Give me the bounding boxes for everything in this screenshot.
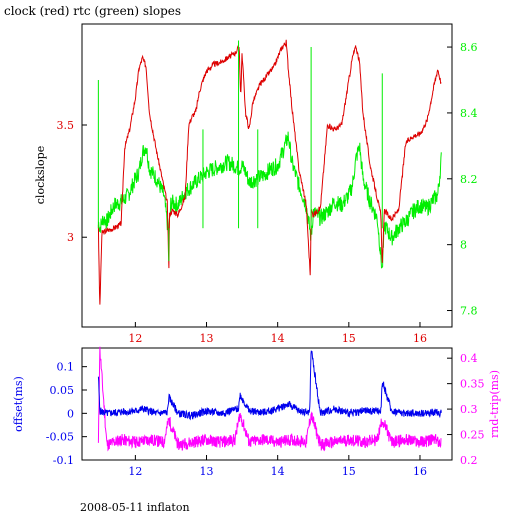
clock-slope-series <box>97 39 442 305</box>
bottom-x-tick-label: 13 <box>200 465 214 478</box>
top-x-tick-label: 12 <box>128 332 142 345</box>
bottom-y-axis-label: offset(ms) <box>12 376 25 432</box>
top-x-tick-label: 15 <box>342 332 356 345</box>
top-y2-tick-label: 7.8 <box>460 305 478 318</box>
top-x-tick-label: 13 <box>200 332 214 345</box>
top-y2-tick-label: 8.6 <box>460 41 478 54</box>
round-trip-series <box>97 346 442 452</box>
top-y-axis-label: clockslope <box>34 146 47 204</box>
bottom-x-tick-label: 14 <box>271 465 285 478</box>
offset-series <box>97 350 442 421</box>
bottom-y-tick-label: 0 <box>67 407 74 420</box>
top-x-tick-label: 14 <box>271 332 285 345</box>
bottom-plot-frame <box>81 347 453 461</box>
bottom-y2-tick-label: 0.35 <box>460 378 485 391</box>
bottom-panel: 12 13 14 15 16 -0.1 -0.05 0 0.05 0.1 0.2 0.25 0.3 0.3… <box>12 346 501 478</box>
top-y-tick-label: 3.5 <box>57 119 75 132</box>
rtc-slope-series <box>97 131 442 269</box>
bottom-y2-tick-label: 0.3 <box>460 403 478 416</box>
top-y-tick-label: 3 <box>67 231 74 244</box>
top-y2-tick-label: 8.2 <box>460 173 478 186</box>
bottom-x-tick-label: 15 <box>342 465 356 478</box>
footer-label: 2008-05-11 inflaton <box>80 501 190 512</box>
top-x-tick-label: 16 <box>413 332 427 345</box>
bottom-x-tick-label: 16 <box>413 465 427 478</box>
top-panel: 12 13 14 15 16 3 3.5 7.8 8 8.2 8.4 8.6 clockslope <box>34 23 478 345</box>
bottom-y-tick-label: -0.1 <box>53 454 74 467</box>
chart-title: clock (red) rtc (green) slopes <box>4 4 181 18</box>
bottom-y-tick-label: -0.05 <box>46 431 74 444</box>
bottom-y2-axis-label: rnd-trip(ms) <box>488 370 501 438</box>
top-plot-frame <box>81 23 453 328</box>
top-y2-tick-label: 8 <box>460 239 467 252</box>
bottom-y-tick-label: 0.05 <box>50 384 75 397</box>
bottom-y2-tick-label: 0.4 <box>460 352 478 365</box>
bottom-y2-tick-label: 0.25 <box>460 429 485 442</box>
bottom-y-tick-label: 0.1 <box>57 361 75 374</box>
bottom-y2-tick-label: 0.2 <box>460 454 478 467</box>
top-y2-tick-label: 8.4 <box>460 107 478 120</box>
bottom-x-tick-label: 12 <box>128 465 142 478</box>
